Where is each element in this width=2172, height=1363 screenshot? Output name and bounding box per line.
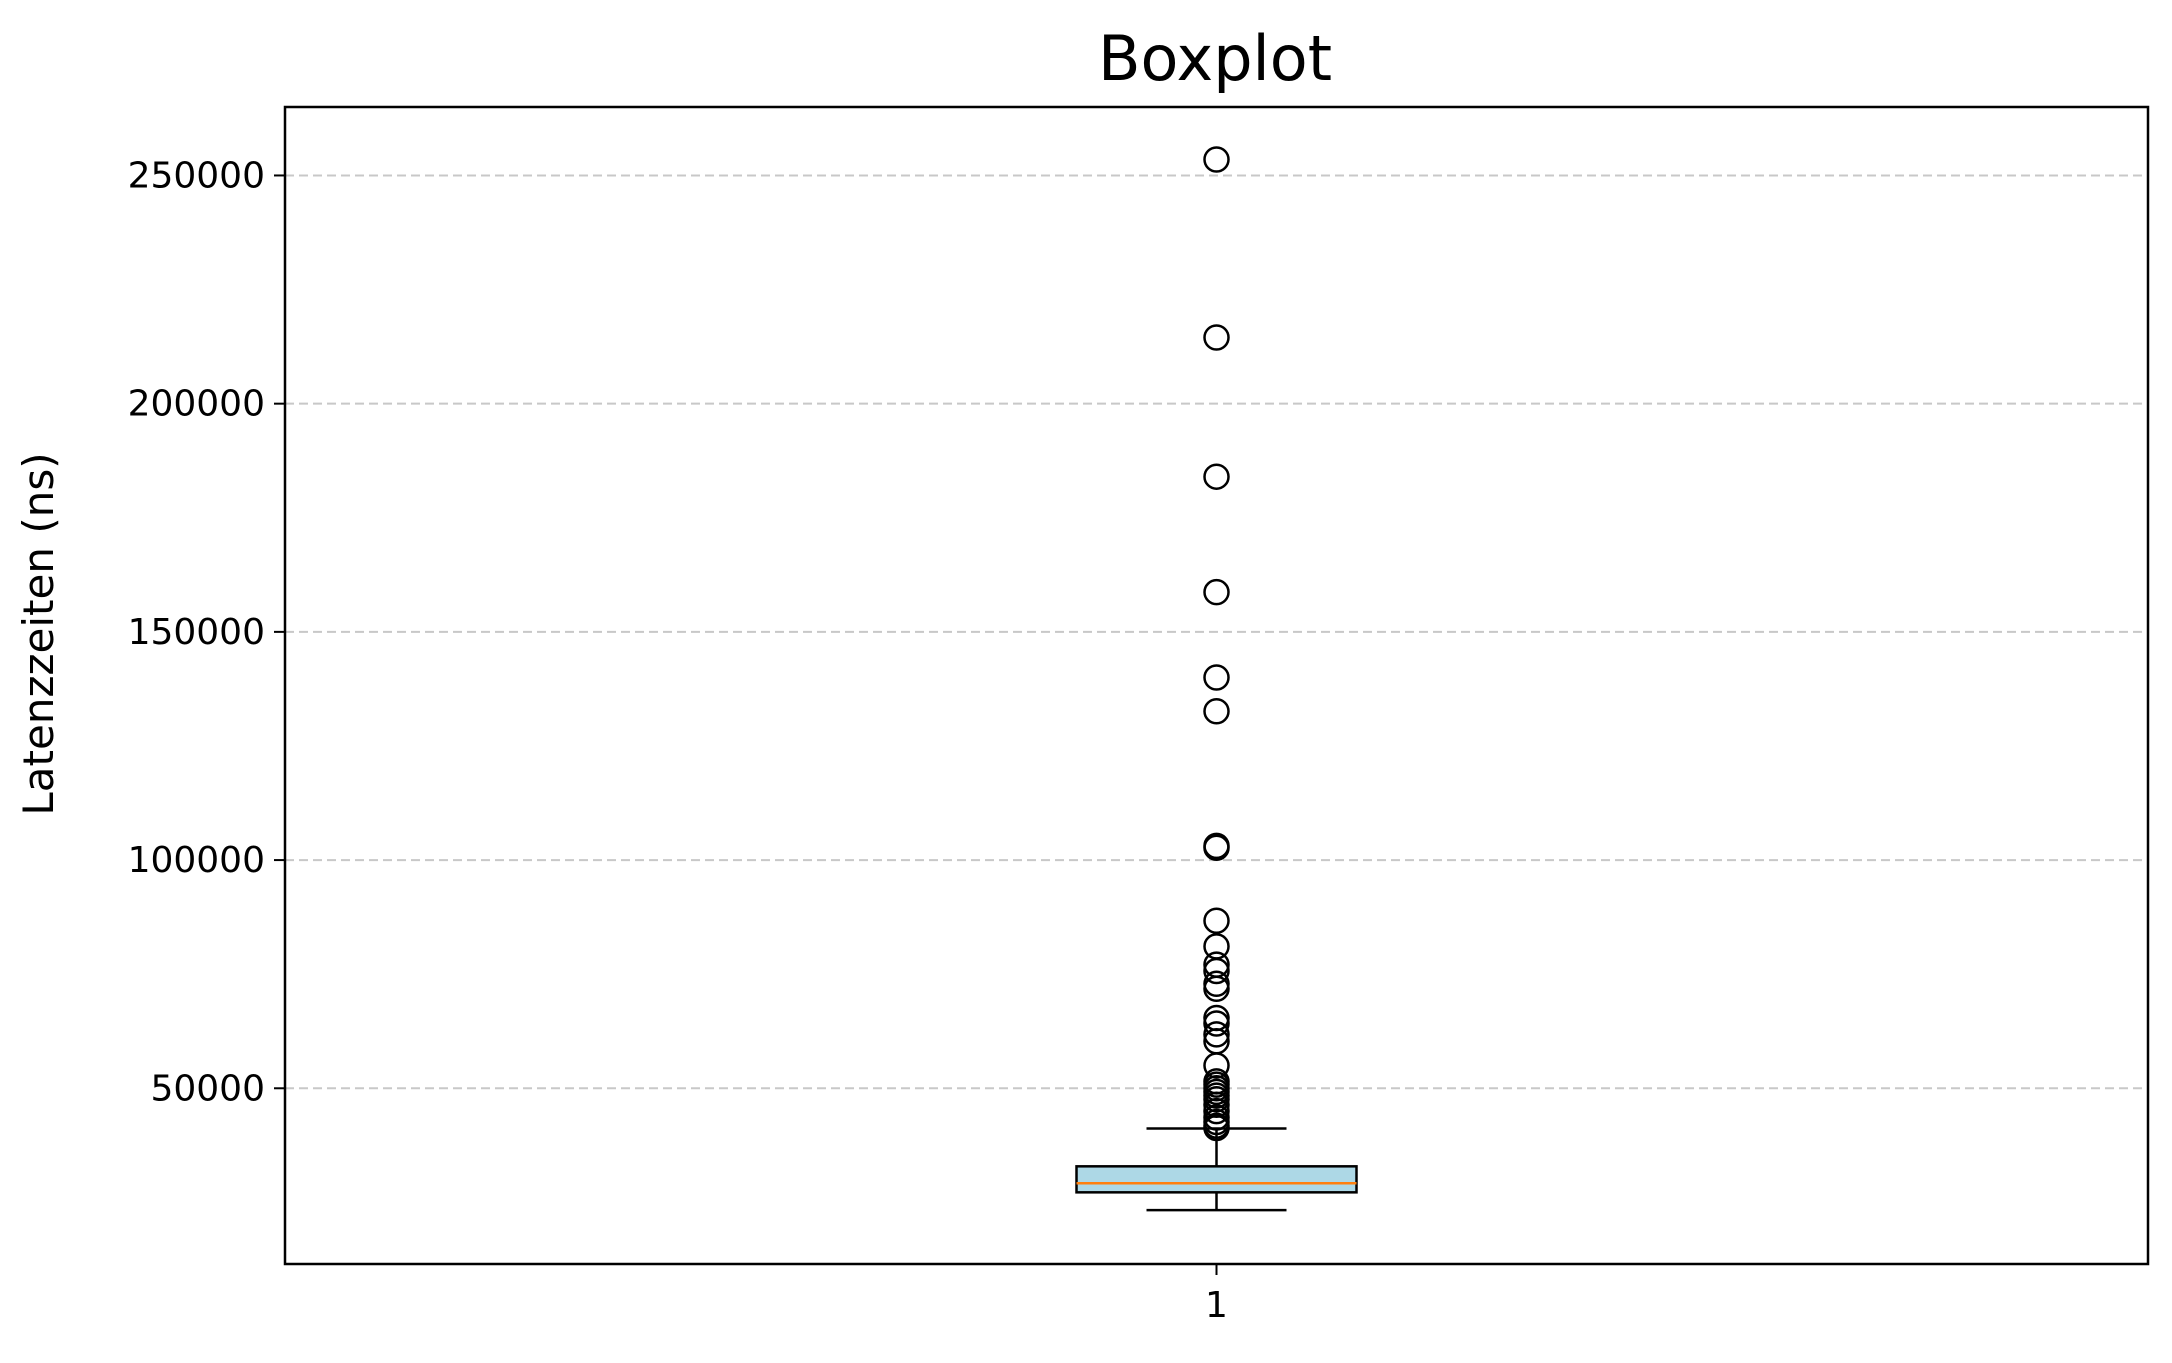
outlier-point <box>1203 1010 1230 1037</box>
outlier-point <box>1203 1114 1230 1142</box>
outlier-point <box>1203 834 1230 862</box>
y-tick-label: 100000 <box>128 840 265 881</box>
plot-frame <box>283 105 2150 1266</box>
outlier-point <box>1203 1097 1230 1125</box>
outlier-point <box>1203 463 1230 490</box>
outlier-point <box>1203 146 1230 173</box>
chart-title: Boxplot <box>1098 22 1332 95</box>
outlier-points <box>1203 146 1230 1142</box>
x-tick-label: 1 <box>1205 1285 1228 1326</box>
outlier-point <box>1203 664 1230 691</box>
y-tick-label: 50000 <box>150 1068 265 1109</box>
outlier-point <box>1203 1021 1230 1048</box>
outlier-point <box>1203 957 1230 985</box>
y-tick-label: 250000 <box>128 155 265 196</box>
outlier-point <box>1203 907 1230 935</box>
outlier-point <box>1203 578 1230 606</box>
outlier-point <box>1203 324 1230 351</box>
y-tick-label: 200000 <box>128 384 265 425</box>
y-axis-label: Latenzzeiten (ns) <box>14 452 63 815</box>
iqr-box <box>1075 1165 1358 1194</box>
x-axis-ticks: 1 <box>1205 1264 1228 1326</box>
box-group <box>1075 1127 1358 1212</box>
y-tick-label: 150000 <box>128 612 265 653</box>
y-axis-ticks: 50000 100000 150000 200000 250000 <box>128 155 285 1109</box>
outlier-point <box>1203 698 1230 725</box>
outlier-point <box>1203 975 1230 1003</box>
